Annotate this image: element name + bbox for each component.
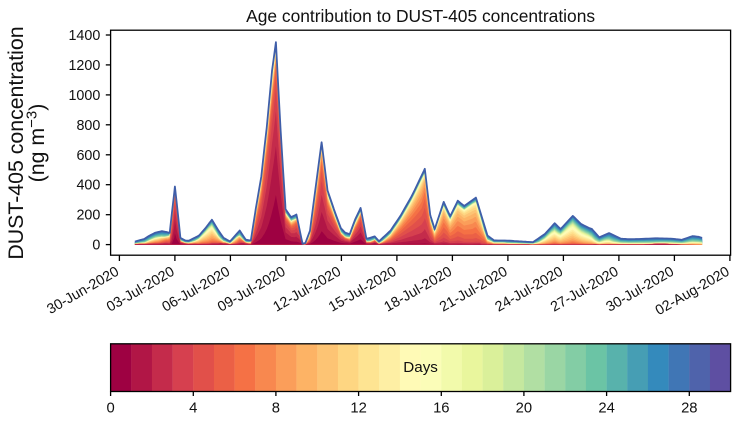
svg-text:20: 20 <box>516 401 532 417</box>
svg-text:(ng m−3): (ng m−3) <box>24 104 50 183</box>
svg-text:0: 0 <box>106 401 114 417</box>
svg-text:0: 0 <box>92 238 100 254</box>
svg-text:24: 24 <box>598 401 614 417</box>
svg-text:1000: 1000 <box>68 88 100 104</box>
svg-text:28: 28 <box>681 401 697 417</box>
svg-text:12: 12 <box>350 401 366 417</box>
svg-text:16: 16 <box>433 401 449 417</box>
svg-text:4: 4 <box>189 401 197 417</box>
svg-text:Age contribution to DUST-405 c: Age contribution to DUST-405 concentrati… <box>246 6 595 26</box>
svg-text:DUST-405 concentration: DUST-405 concentration <box>4 26 28 259</box>
svg-text:Days: Days <box>403 359 438 376</box>
svg-text:600: 600 <box>76 148 100 164</box>
svg-text:8: 8 <box>272 401 280 417</box>
svg-text:200: 200 <box>76 208 100 224</box>
svg-text:1200: 1200 <box>68 58 100 74</box>
svg-text:400: 400 <box>76 178 100 194</box>
svg-text:800: 800 <box>76 118 100 134</box>
svg-text:1400: 1400 <box>68 28 100 44</box>
